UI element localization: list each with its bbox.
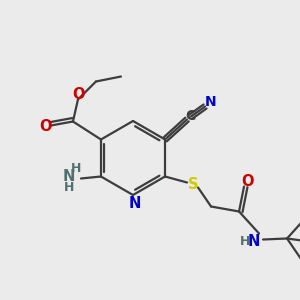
Text: H: H — [240, 235, 250, 248]
Text: N: N — [129, 196, 141, 211]
Text: O: O — [73, 87, 85, 102]
Text: N: N — [248, 234, 260, 249]
Text: N: N — [63, 169, 75, 184]
Text: H: H — [71, 162, 81, 175]
Text: O: O — [40, 119, 52, 134]
Text: S: S — [188, 177, 198, 192]
Text: C: C — [185, 110, 195, 124]
Text: N: N — [205, 94, 217, 109]
Text: O: O — [241, 174, 253, 189]
Text: H: H — [64, 181, 74, 194]
